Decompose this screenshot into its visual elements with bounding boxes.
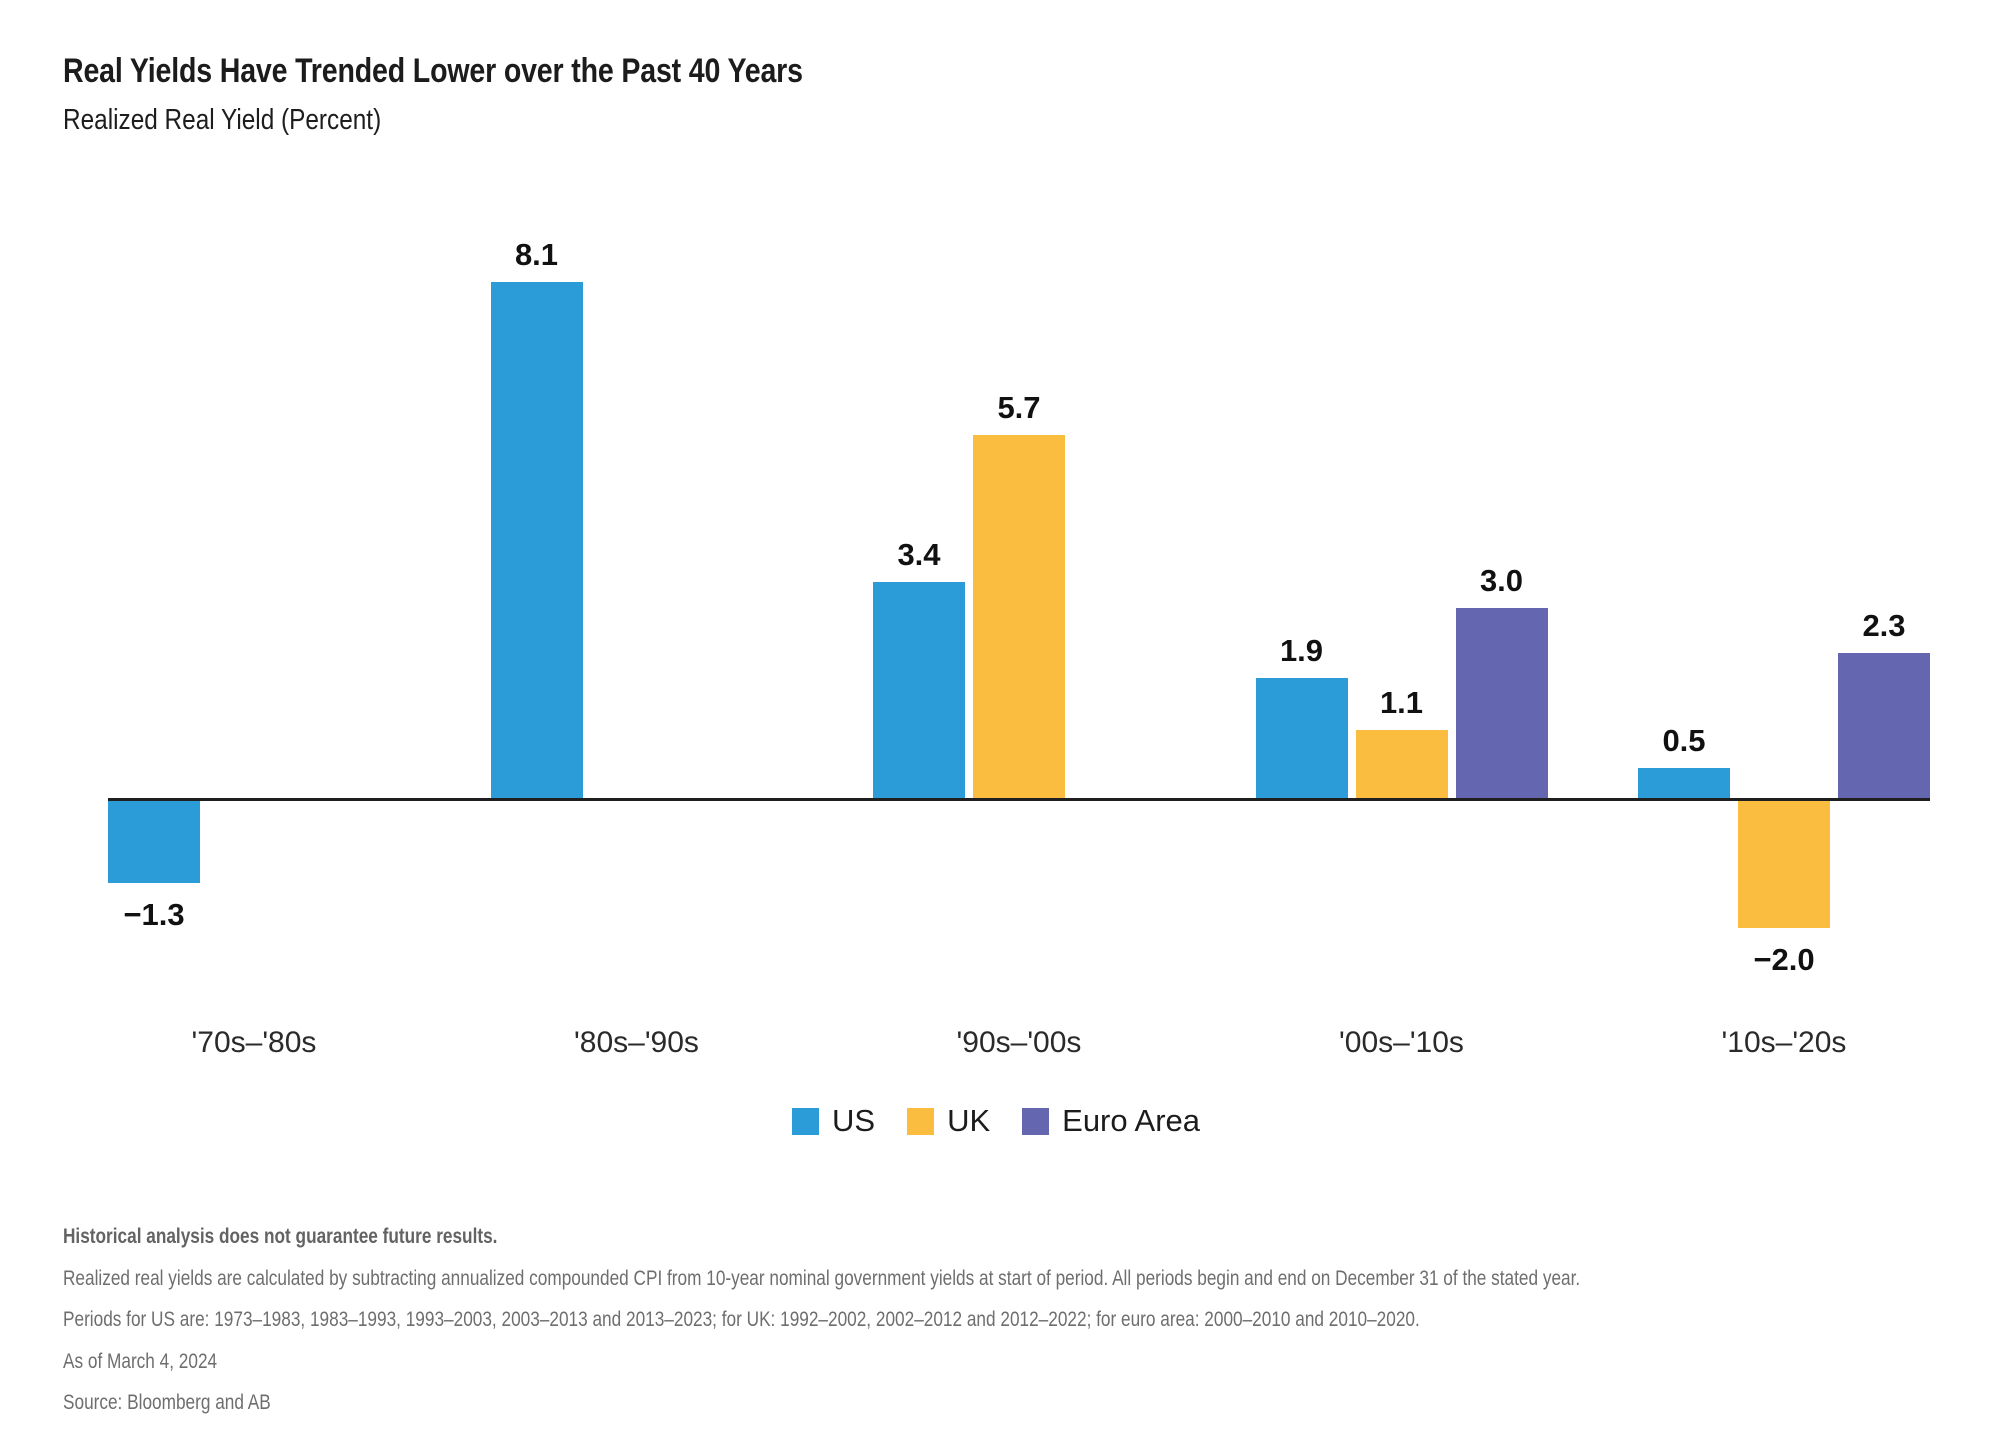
category-label--90s-00s: '90s–'00s	[956, 1026, 1082, 1059]
footnotes: Historical analysis does not guarantee f…	[63, 1216, 1963, 1424]
category-label--80s-90s: '80s–'90s	[574, 1026, 699, 1059]
category-label--10s-20s: '10s–'20s	[1721, 1026, 1847, 1059]
legend-item-us: US	[791, 1103, 876, 1139]
legend-swatch-uk	[907, 1107, 935, 1135]
x-axis-line	[108, 798, 1930, 801]
bar-uk--90s-00s	[973, 435, 1065, 800]
bar-us--10s-20s	[1638, 768, 1730, 800]
category-label--70s-80s: '70s–'80s	[191, 1026, 317, 1059]
legend-label-uk: UK	[947, 1103, 991, 1138]
bar-us--80s-90s	[490, 281, 583, 800]
value-label-uk--90s-00s: 5.7	[997, 390, 1041, 426]
bar-us--00s-10s	[1255, 678, 1348, 800]
value-label-us--00s-10s: 1.9	[1279, 633, 1324, 669]
value-label-uk--10s-20s: −2.0	[1753, 942, 1815, 977]
value-label-euro-area--10s-20s: 2.3	[1862, 607, 1906, 643]
bar-uk--00s-10s	[1355, 729, 1448, 800]
legend-swatch-us	[791, 1107, 819, 1135]
chart-subtitle: Realized Real Yield (Percent)	[63, 104, 382, 136]
footnote-as-of: As of March 4, 2024	[63, 1349, 218, 1373]
bar-euro-area--10s-20s	[1838, 652, 1930, 800]
value-label-uk--00s-10s: 1.1	[1379, 684, 1424, 720]
footnote-periods: Periods for US are: 1973–1983, 1983–1993…	[63, 1308, 1420, 1331]
legend-label-euro-area: Euro Area	[1062, 1103, 1201, 1138]
legend-item-uk: UK	[907, 1103, 990, 1139]
page-title: Real Yields Have Trended Lower over the …	[63, 52, 803, 90]
footnote-methodology: Realized real yields are calculated by s…	[63, 1266, 1581, 1290]
bar-us--70s-80s	[108, 800, 200, 884]
legend-item-euro-area: Euro Area	[1022, 1103, 1200, 1139]
value-label-us--90s-00s: 3.4	[897, 537, 941, 573]
value-label-us--10s-20s: 0.5	[1662, 723, 1706, 758]
footnote-source: Source: Bloomberg and AB	[63, 1391, 271, 1414]
bar-uk--10s-20s	[1738, 800, 1830, 928]
value-label-euro-area--00s-10s: 3.0	[1479, 563, 1524, 598]
value-label-us--80s-90s: 8.1	[514, 236, 559, 272]
chart-legend: US UK Euro Area	[0, 1103, 1992, 1139]
value-label-us--70s-80s: −1.3	[123, 897, 185, 933]
legend-swatch-euro-area	[1022, 1107, 1050, 1135]
bar-euro-area--00s-10s	[1455, 608, 1548, 800]
footnote-disclaimer: Historical analysis does not guarantee f…	[63, 1225, 498, 1248]
bar-chart: −1.3 8.1 3.4 1.9 0.5 5.7 1.1 −2.0 3.0 2.3 '70s–'80…	[108, 200, 1930, 1080]
bar-us--90s-00s	[873, 582, 965, 800]
legend-label-us: US	[831, 1103, 876, 1138]
category-label--00s-10s: '00s–'10s	[1339, 1026, 1464, 1059]
